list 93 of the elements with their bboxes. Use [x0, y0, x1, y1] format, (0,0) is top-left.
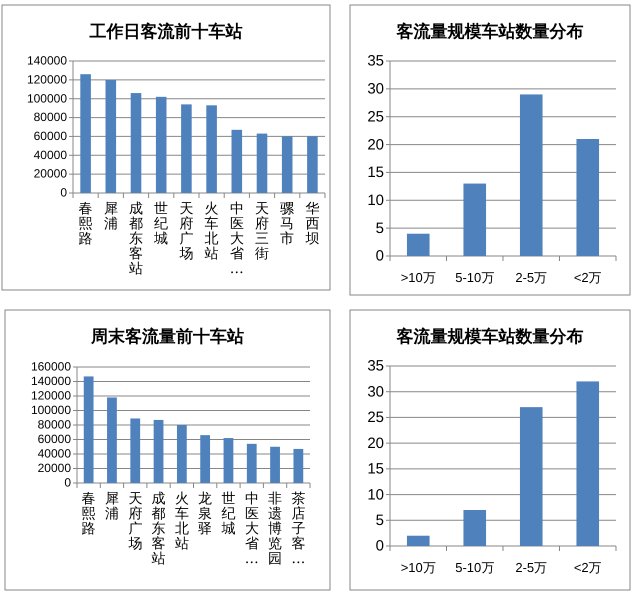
x-tick-label: 世纪城	[220, 491, 236, 537]
bar	[576, 139, 600, 256]
chart-title: 客流量规模车站数量分布	[396, 22, 584, 42]
bar	[520, 94, 543, 256]
bar	[107, 397, 117, 483]
x-tick-label: 中医大省…	[230, 201, 244, 277]
y-tick-label: 60000	[34, 129, 68, 144]
x-tick-label: <2万	[574, 270, 602, 285]
bar	[181, 104, 192, 193]
x-tick-label: <2万	[574, 560, 602, 575]
x-tick-label: 天府广场	[127, 491, 142, 552]
y-tick-label: 5	[376, 220, 384, 237]
bar	[520, 407, 543, 546]
bar	[463, 184, 486, 256]
y-tick-label: 120000	[26, 72, 68, 86]
bar	[84, 376, 94, 483]
x-tick-label: 犀浦	[104, 491, 119, 522]
x-tick-label: 春熙路	[82, 491, 96, 537]
bar	[80, 74, 91, 193]
bar	[406, 536, 430, 546]
x-tick-label: 2-5万	[515, 560, 548, 575]
x-tick-label: 茶店子客…	[291, 491, 306, 567]
bar	[576, 381, 600, 546]
bar	[293, 448, 304, 483]
x-tick-label: 春熙路	[78, 201, 93, 247]
x-tick-label: >10万	[400, 270, 436, 285]
y-tick-label: 20	[367, 434, 384, 452]
x-tick-label: 世纪城	[153, 201, 168, 247]
y-tick-label: 25	[367, 108, 384, 126]
x-tick-label: 犀浦	[104, 201, 118, 232]
y-tick-label: 10	[367, 486, 384, 504]
y-tick-label: 20000	[38, 461, 72, 476]
y-tick-label: 140000	[26, 54, 68, 68]
x-tick-label: 5-10万	[455, 560, 494, 575]
x-tick-label: 成都东客站	[129, 201, 143, 277]
y-tick-label: 100000	[30, 403, 72, 418]
chart-title: 工作日客流前十车站	[88, 22, 242, 42]
bar	[270, 446, 280, 483]
x-tick-label: 天府广场	[178, 201, 194, 262]
bar	[307, 136, 318, 193]
bar	[200, 435, 210, 483]
y-tick-label: 20	[367, 136, 384, 154]
y-tick-label: 30	[367, 383, 384, 400]
x-tick-label: 成都东客站	[152, 491, 166, 567]
y-tick-label: 0	[60, 186, 68, 200]
x-tick-label: 骡马市	[280, 201, 294, 247]
y-tick-label: 80000	[38, 418, 72, 432]
bar	[224, 438, 234, 483]
x-tick-label: >10万	[400, 560, 436, 575]
y-tick-label: 160000	[30, 360, 72, 374]
y-tick-label: 25	[367, 409, 384, 426]
y-tick-label: 80000	[34, 110, 68, 124]
y-tick-label: 35	[367, 358, 384, 375]
y-tick-label: 40000	[34, 148, 68, 162]
bar	[206, 105, 217, 193]
bar	[232, 130, 242, 193]
y-tick-label: 15	[367, 460, 384, 478]
bar	[154, 420, 164, 483]
bar	[156, 96, 166, 193]
bar	[406, 234, 430, 256]
x-tick-label: 5-10万	[455, 270, 494, 285]
y-tick-label: 0	[64, 476, 72, 490]
chart-title: 周末客流量前十车站	[90, 327, 244, 347]
x-tick-label: 火车北站	[174, 491, 189, 552]
bar	[463, 510, 486, 546]
chart-title: 客流量规模车站数量分布	[396, 327, 584, 347]
y-tick-label: 5	[376, 512, 384, 529]
bar	[176, 425, 187, 483]
y-tick-label: 0	[376, 538, 384, 555]
bar	[256, 134, 268, 193]
y-tick-label: 20000	[34, 166, 68, 181]
y-tick-label: 30	[367, 80, 384, 98]
y-tick-label: 35	[367, 52, 384, 70]
y-tick-label: 60000	[38, 432, 72, 446]
y-tick-label: 140000	[30, 374, 72, 388]
bar	[130, 418, 140, 483]
bar	[246, 444, 257, 483]
x-tick-label: 龙泉驿	[198, 491, 212, 537]
bar	[282, 136, 292, 193]
bar	[130, 93, 142, 193]
x-tick-label: 火车北站	[204, 201, 219, 262]
y-tick-label: 120000	[30, 388, 72, 403]
x-tick-label: 中医大省…	[244, 491, 259, 567]
bar	[106, 80, 116, 193]
y-tick-label: 100000	[26, 91, 68, 106]
x-tick-label: 天府三街	[255, 201, 269, 262]
x-tick-label: 2-5万	[515, 270, 548, 285]
y-tick-label: 10	[367, 192, 384, 209]
y-tick-label: 15	[367, 164, 384, 182]
x-tick-label: 非遗博览园	[268, 491, 282, 567]
y-tick-label: 0	[376, 248, 384, 265]
y-tick-label: 40000	[38, 446, 72, 461]
x-tick-label: 华西坝	[304, 201, 320, 247]
